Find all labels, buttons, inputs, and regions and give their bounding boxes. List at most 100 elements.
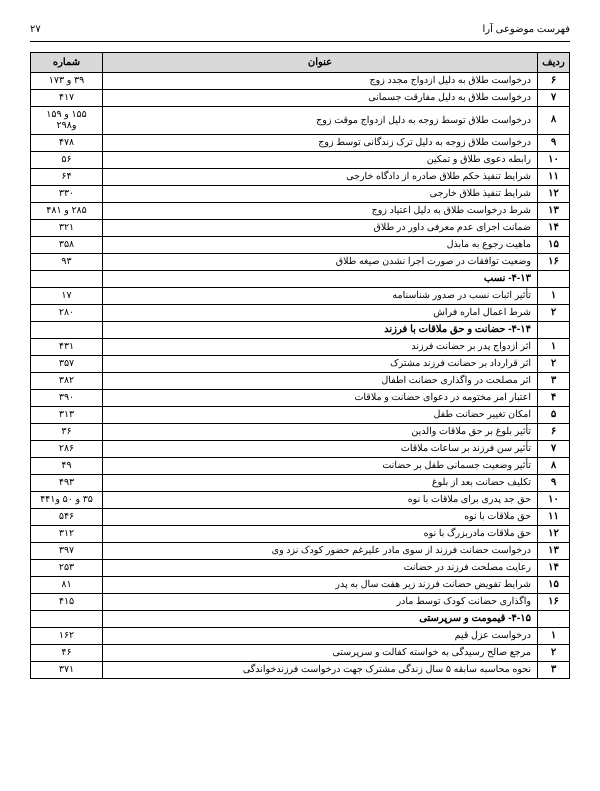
row-number: ۱ bbox=[538, 338, 570, 355]
col-header-title: عنوان bbox=[103, 53, 538, 73]
row-page: ۳۳۰ bbox=[31, 185, 103, 202]
row-title: ضمانت اجرای عدم معرفی داور در طلاق bbox=[103, 219, 538, 236]
table-row: ۱۰رابطه دعوی طلاق و تمکین۵۶ bbox=[31, 151, 570, 168]
table-row: ۸تأثیر وضعیت جسمانی طفل بر حضانت۴۹ bbox=[31, 457, 570, 474]
table-row: ۲مرجع صالح رسیدگی به خواسته کفالت و سرپر… bbox=[31, 644, 570, 661]
table-row: ۱۶واگذاری حضانت کودک توسط مادر۴۱۵ bbox=[31, 593, 570, 610]
row-title: اثر ازدواج پدر بر حضانت فرزند bbox=[103, 338, 538, 355]
table-row: ۱۱شرایط تنفیذ حکم طلاق صادره از دادگاه خ… bbox=[31, 168, 570, 185]
row-page: ۴۹ bbox=[31, 457, 103, 474]
row-number: ۱۲ bbox=[538, 525, 570, 542]
row-number bbox=[538, 610, 570, 627]
row-title: ماهیت رجوع به مابذل bbox=[103, 236, 538, 253]
row-number: ۱۲ bbox=[538, 185, 570, 202]
table-row: ۱۶وضعیت توافقات در صورت اجرا نشدن صیغه ط… bbox=[31, 253, 570, 270]
row-number bbox=[538, 321, 570, 338]
table-row: ۱۲شرایط تنفیذ طلاق خارجی۳۳۰ bbox=[31, 185, 570, 202]
row-page: ۲۸۶ bbox=[31, 440, 103, 457]
row-page: ۱۷ bbox=[31, 287, 103, 304]
page-title: فهرست موضوعی آرا bbox=[482, 24, 570, 35]
row-number: ۸ bbox=[538, 457, 570, 474]
row-number: ۱۵ bbox=[538, 576, 570, 593]
page-number: ۲۷ bbox=[30, 24, 41, 35]
row-title: حق جد پدری برای ملاقات با نوه bbox=[103, 491, 538, 508]
table-header-row: ردیف عنوان شماره bbox=[31, 53, 570, 73]
row-title: تکلیف حضانت بعد از بلوغ bbox=[103, 474, 538, 491]
row-page: ۱۶۲ bbox=[31, 627, 103, 644]
table-row: ۱۱حق ملاقات با نوه۵۴۶ bbox=[31, 508, 570, 525]
row-title: امکان تغییر حضانت طفل bbox=[103, 406, 538, 423]
page-header: فهرست موضوعی آرا ۲۷ bbox=[30, 24, 570, 42]
row-title: شرایط تنفیذ طلاق خارجی bbox=[103, 185, 538, 202]
row-title: درخواست طلاق توسط زوجه به دلیل ازدواج مو… bbox=[103, 107, 538, 135]
row-number: ۳ bbox=[538, 372, 570, 389]
table-row: ۱۰حق جد پدری برای ملاقات با نوه۳۵ و ۵۰ و… bbox=[31, 491, 570, 508]
row-page bbox=[31, 270, 103, 287]
row-number: ۲ bbox=[538, 355, 570, 372]
row-number: ۱۱ bbox=[538, 168, 570, 185]
row-number: ۱۶ bbox=[538, 593, 570, 610]
row-page: ۴۱۵ bbox=[31, 593, 103, 610]
table-row: ۱۵ماهیت رجوع به مابذل۳۵۸ bbox=[31, 236, 570, 253]
row-number: ۷ bbox=[538, 90, 570, 107]
col-header-page: شماره bbox=[31, 53, 103, 73]
row-page: ۵۶ bbox=[31, 151, 103, 168]
row-number: ۱۴ bbox=[538, 559, 570, 576]
row-page: ۴۱۷ bbox=[31, 90, 103, 107]
row-number bbox=[538, 270, 570, 287]
row-page: ۲۵۳ bbox=[31, 559, 103, 576]
row-title: وضعیت توافقات در صورت اجرا نشدن صیغه طلا… bbox=[103, 253, 538, 270]
row-page: ۹۳ bbox=[31, 253, 103, 270]
table-row: ۱تأثیر اثبات نسب در صدور شناسنامه۱۷ bbox=[31, 287, 570, 304]
row-title: رعایت مصلحت فرزند در حضانت bbox=[103, 559, 538, 576]
row-page: ۴۹۳ bbox=[31, 474, 103, 491]
row-number: ۴ bbox=[538, 389, 570, 406]
row-number: ۱ bbox=[538, 287, 570, 304]
row-page: ۳۵ و ۵۰ و۴۴۱ bbox=[31, 491, 103, 508]
row-title: درخواست عزل قیم bbox=[103, 627, 538, 644]
row-page: ۳۵۷ bbox=[31, 355, 103, 372]
table-row: ۱۴ضمانت اجرای عدم معرفی داور در طلاق۳۲۱ bbox=[31, 219, 570, 236]
table-row: ۱درخواست عزل قیم۱۶۲ bbox=[31, 627, 570, 644]
row-title: نحوه محاسبه سابقه ۵ سال زندگی مشترک جهت … bbox=[103, 661, 538, 678]
table-row: ۳نحوه محاسبه سابقه ۵ سال زندگی مشترک جهت… bbox=[31, 661, 570, 678]
row-page: ۳۹۷ bbox=[31, 542, 103, 559]
row-number: ۲ bbox=[538, 304, 570, 321]
row-number: ۶ bbox=[538, 73, 570, 90]
table-row: ۲اثر قرارداد بر حضانت فرزند مشترک۳۵۷ bbox=[31, 355, 570, 372]
table-row: ۱۳درخواست حضانت فرزند از سوی مادر علیرغم… bbox=[31, 542, 570, 559]
table-row: ۱۵شرایط تفویض حضانت فرزند زیر هفت سال به… bbox=[31, 576, 570, 593]
row-page: ۳۹۰ bbox=[31, 389, 103, 406]
row-number: ۹ bbox=[538, 474, 570, 491]
row-page: ۴۳۱ bbox=[31, 338, 103, 355]
index-table: ردیف عنوان شماره ۶درخواست طلاق به دلیل ا… bbox=[30, 52, 570, 679]
table-row: ۱۴رعایت مصلحت فرزند در حضانت۲۵۳ bbox=[31, 559, 570, 576]
table-row: ۷درخواست طلاق به دلیل مفارقت جسمانی۴۱۷ bbox=[31, 90, 570, 107]
row-title: شرط درخواست طلاق به دلیل اعتیاد زوج bbox=[103, 202, 538, 219]
table-row: ۴-۱۴- حضانت و حق ملاقات با فرزند bbox=[31, 321, 570, 338]
table-row: ۶درخواست طلاق به دلیل ازدواج مجدد زوج۳۹ … bbox=[31, 73, 570, 90]
row-title: تأثیر بلوغ بر حق ملاقات والدین bbox=[103, 423, 538, 440]
row-number: ۷ bbox=[538, 440, 570, 457]
table-row: ۴-۱۵- قیمومت و سرپرستی bbox=[31, 610, 570, 627]
row-title: درخواست طلاق به دلیل مفارقت جسمانی bbox=[103, 90, 538, 107]
row-number: ۱۰ bbox=[538, 491, 570, 508]
row-title: شرط اعمال اماره فراش bbox=[103, 304, 538, 321]
row-number: ۱۴ bbox=[538, 219, 570, 236]
row-title: درخواست طلاق زوجه به دلیل ترک زندگانی تو… bbox=[103, 134, 538, 151]
row-page: ۶۴ bbox=[31, 168, 103, 185]
row-page: ۳۷۱ bbox=[31, 661, 103, 678]
row-number: ۶ bbox=[538, 423, 570, 440]
row-number: ۱۱ bbox=[538, 508, 570, 525]
row-title: اعتبار امر مختومه در دعوای حضانت و ملاقا… bbox=[103, 389, 538, 406]
table-row: ۱اثر ازدواج پدر بر حضانت فرزند۴۳۱ bbox=[31, 338, 570, 355]
row-title: درخواست طلاق به دلیل ازدواج مجدد زوج bbox=[103, 73, 538, 90]
row-page: ۳۶ bbox=[31, 423, 103, 440]
row-number: ۲ bbox=[538, 644, 570, 661]
row-title: مرجع صالح رسیدگی به خواسته کفالت و سرپرس… bbox=[103, 644, 538, 661]
row-title: اثر مصلحت در واگذاری حضانت اطفال bbox=[103, 372, 538, 389]
row-number: ۱۶ bbox=[538, 253, 570, 270]
row-number: ۱۵ bbox=[538, 236, 570, 253]
table-row: ۵امکان تغییر حضانت طفل۳۱۳ bbox=[31, 406, 570, 423]
row-page: ۳۹ و ۱۷۳ bbox=[31, 73, 103, 90]
